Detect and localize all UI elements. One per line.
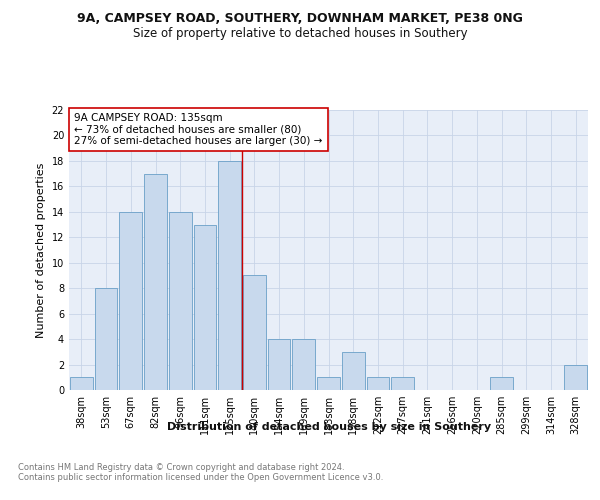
Text: Size of property relative to detached houses in Southery: Size of property relative to detached ho…	[133, 28, 467, 40]
Y-axis label: Number of detached properties: Number of detached properties	[36, 162, 46, 338]
Text: Distribution of detached houses by size in Southery: Distribution of detached houses by size …	[167, 422, 491, 432]
Bar	[95, 288, 118, 390]
Bar	[268, 339, 290, 390]
Bar	[564, 364, 587, 390]
Bar	[367, 378, 389, 390]
Bar	[169, 212, 191, 390]
Bar	[194, 224, 216, 390]
Bar	[243, 276, 266, 390]
Bar	[292, 339, 315, 390]
Bar	[391, 378, 414, 390]
Text: 9A CAMPSEY ROAD: 135sqm
← 73% of detached houses are smaller (80)
27% of semi-de: 9A CAMPSEY ROAD: 135sqm ← 73% of detache…	[74, 113, 323, 146]
Bar	[317, 378, 340, 390]
Bar	[119, 212, 142, 390]
Bar	[490, 378, 513, 390]
Text: Contains HM Land Registry data © Crown copyright and database right 2024.
Contai: Contains HM Land Registry data © Crown c…	[18, 462, 383, 482]
Bar	[144, 174, 167, 390]
Text: 9A, CAMPSEY ROAD, SOUTHERY, DOWNHAM MARKET, PE38 0NG: 9A, CAMPSEY ROAD, SOUTHERY, DOWNHAM MARK…	[77, 12, 523, 26]
Bar	[342, 352, 365, 390]
Bar	[70, 378, 93, 390]
Bar	[218, 161, 241, 390]
